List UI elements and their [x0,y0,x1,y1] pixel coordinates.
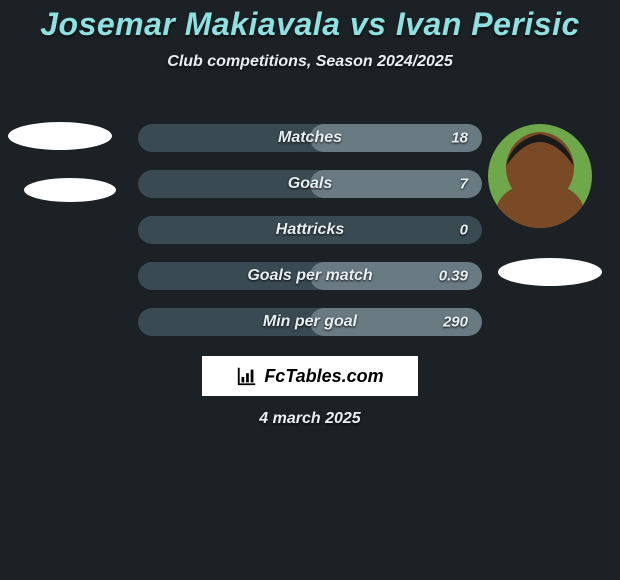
decor-oval-left-2 [24,178,116,202]
stat-value-right: 0 [460,222,468,239]
stat-row: Matches 18 [138,124,482,152]
date-label: 4 march 2025 [259,410,360,428]
decor-oval-right [498,258,602,286]
decor-oval-left-1 [8,122,112,150]
stat-row: Hattricks 0 [138,216,482,244]
stat-value-right: 18 [451,130,468,147]
stat-row: Min per goal 290 [138,308,482,336]
stat-label: Matches [278,129,342,147]
stat-label: Goals [288,175,332,193]
stat-label: Min per goal [263,313,357,331]
source-badge: FcTables.com [202,356,418,396]
bar-chart-icon [236,365,258,387]
source-badge-text: FcTables.com [264,366,383,387]
stat-value-right: 7 [460,176,468,193]
stat-row: Goals per match 0.39 [138,262,482,290]
avatar-right-svg [488,124,592,228]
page-title: Josemar Makiavala vs Ivan Perisic [0,0,620,43]
stat-fill-right [310,170,482,198]
stat-value-right: 0.39 [439,268,468,285]
stat-row: Goals 7 [138,170,482,198]
stat-label: Goals per match [247,267,372,285]
stat-value-right: 290 [443,314,468,331]
stat-rows: Matches 18 Goals 7 Hattricks 0 Goals per match… [138,124,482,354]
comparison-infographic: Josemar Makiavala vs Ivan Perisic Club c… [0,0,620,580]
avatar-right [488,124,592,228]
stat-label: Hattricks [276,221,344,239]
subtitle: Club competitions, Season 2024/2025 [0,53,620,71]
